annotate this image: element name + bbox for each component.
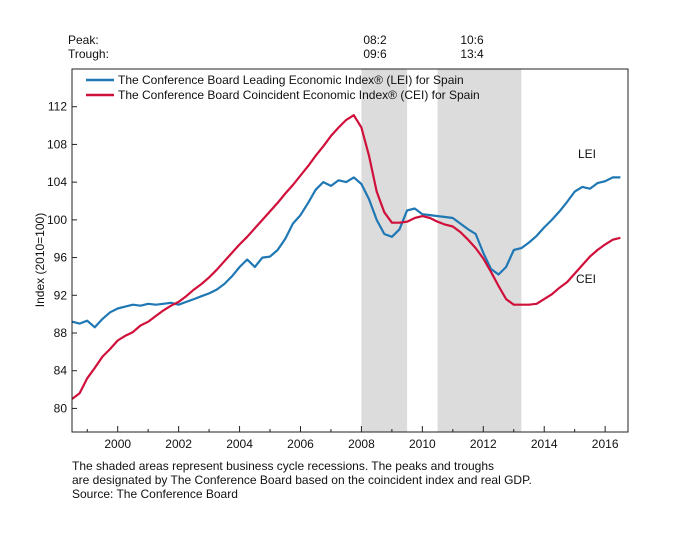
y-tick-label: 96 — [54, 251, 68, 265]
trough-header-label: Trough: — [68, 47, 109, 61]
legend-lei-label: The Conference Board Leading Economic In… — [118, 73, 464, 87]
footnote-line-2: are designated by The Conference Board b… — [72, 473, 532, 487]
x-tick-label: 2000 — [104, 437, 131, 451]
y-tick-label: 88 — [54, 326, 68, 340]
y-tick-label: 112 — [48, 100, 67, 114]
y-tick-label: 80 — [54, 401, 68, 415]
footnote-line-1: The shaded areas represent business cycl… — [72, 459, 494, 473]
y-axis: 80 84 88 92 96 100 104 108 112 — [47, 100, 77, 415]
x-tick-label: 2012 — [470, 437, 497, 451]
y-tick-label: 104 — [47, 175, 67, 189]
y-axis-title: Index (2010=100) — [33, 213, 47, 307]
recession-band-2 — [437, 69, 522, 432]
recession-bands — [361, 69, 522, 432]
recession-band-1 — [361, 69, 408, 432]
recession-1-trough-date: 09:6 — [363, 47, 387, 61]
x-tick-label: 2010 — [409, 437, 436, 451]
x-tick-label: 2004 — [226, 437, 253, 451]
legend: The Conference Board Leading Economic In… — [86, 73, 480, 102]
x-tick-label: 2008 — [348, 437, 375, 451]
y-tick-label: 84 — [54, 364, 68, 378]
footnote-source: Source: The Conference Board — [72, 487, 238, 501]
legend-cei-label: The Conference Board Coincident Economic… — [118, 88, 480, 102]
recession-1-peak-date: 08:2 — [363, 33, 387, 47]
plot-frame — [71, 68, 629, 433]
x-tick-label: 2006 — [287, 437, 314, 451]
lei-end-label: LEI — [578, 147, 596, 161]
peak-header-label: Peak: — [68, 33, 99, 47]
cei-end-label: CEI — [576, 272, 596, 286]
y-tick-label: 92 — [54, 288, 68, 302]
recession-2-peak-date: 10:6 — [460, 33, 484, 47]
y-tick-label: 100 — [47, 213, 67, 227]
x-tick-label: 2002 — [165, 437, 192, 451]
series-lines — [71, 114, 621, 400]
x-tick-label: 2016 — [592, 437, 619, 451]
recession-2-trough-date: 13:4 — [460, 47, 484, 61]
x-axis: 2000 2002 2004 2006 2008 2010 2012 2014 2016 — [86, 426, 619, 451]
x-tick-label: 2014 — [531, 437, 558, 451]
cei-series-line — [71, 114, 621, 400]
lei-series-line — [71, 176, 621, 329]
y-tick-label: 108 — [47, 137, 67, 151]
